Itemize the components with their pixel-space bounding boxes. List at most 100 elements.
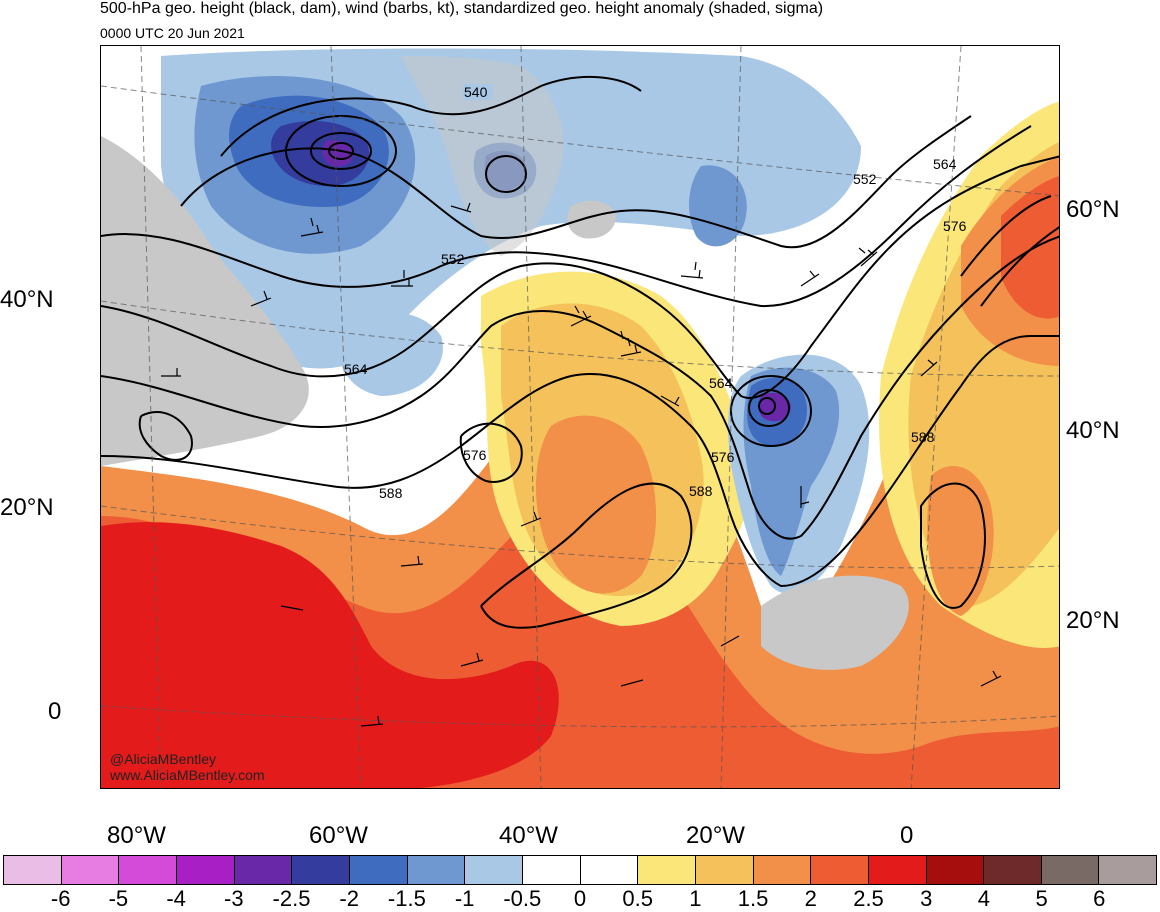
wind-barb xyxy=(520,511,542,527)
colorbar-box xyxy=(926,856,985,884)
lat-label-right-20n: 20°N xyxy=(1066,607,1120,634)
colorbar-tick-label: -2.5 xyxy=(272,886,311,911)
contour-label: 588 xyxy=(379,485,403,501)
contour-576-b xyxy=(459,422,523,483)
colorbar-box xyxy=(1099,856,1157,884)
colorbar-tick-label: -2 xyxy=(339,886,359,911)
colorbar-box xyxy=(695,856,754,884)
colorbar-tick-label: -5 xyxy=(108,886,129,911)
watermark-website: www.AliciaMBentley.com xyxy=(110,767,265,783)
labrador-blue xyxy=(338,312,443,396)
parallel-20n xyxy=(101,505,1059,569)
wind-barb xyxy=(400,555,424,567)
contour-564-a xyxy=(101,155,1059,399)
colorbar-box xyxy=(61,856,120,884)
lon-label-60w: 60°W xyxy=(309,822,368,849)
meridian-40w xyxy=(520,46,542,788)
valid-time: 0000 UTC 20 Jun 2021 xyxy=(100,25,245,41)
europe-ridge-deep xyxy=(1001,176,1059,319)
colorbar-tick-label: 0.5 xyxy=(622,886,653,911)
contour-label: 576 xyxy=(943,218,967,234)
contour-576-a xyxy=(101,235,1059,540)
colorbar-box xyxy=(407,856,466,884)
wind-barb xyxy=(620,679,644,687)
colorbar-box xyxy=(176,856,235,884)
contour-552-a xyxy=(180,115,972,249)
colorbar-tick-label: 5 xyxy=(1035,886,1048,911)
contour-europe-b xyxy=(980,226,1059,307)
contour-588-c xyxy=(920,482,986,609)
wind-barb xyxy=(800,270,820,287)
colorbar-tick-label: -0.5 xyxy=(503,886,542,911)
colorbar-box xyxy=(1041,856,1100,884)
wind-barb xyxy=(250,290,272,307)
colorbar-box xyxy=(465,856,523,884)
wind-barb xyxy=(858,247,878,267)
map-panel: 540 552 552 564 564 564 576 576 576 588 … xyxy=(100,45,1060,789)
wind-barbs xyxy=(161,202,1002,727)
colorbar-tick-label: 4 xyxy=(977,886,991,911)
contour-label: 576 xyxy=(711,449,735,465)
wind-barb xyxy=(280,605,304,611)
africa-land xyxy=(761,575,909,670)
wind-barb xyxy=(450,202,472,213)
parallel-0 xyxy=(101,705,1059,728)
colorbar-box xyxy=(349,856,408,884)
contour-label: 552 xyxy=(853,171,877,187)
colorbar-tick-label: -3 xyxy=(224,886,244,911)
anomaly-colorbar xyxy=(3,855,1157,885)
lon-label-0: 0 xyxy=(900,822,914,849)
wind-barb xyxy=(300,217,324,237)
meridian-20w xyxy=(720,46,742,788)
wind-barb xyxy=(980,670,1002,687)
colorbar-box xyxy=(753,856,812,884)
lat-label-left-40n: 40°N xyxy=(0,286,54,313)
contour-label: 588 xyxy=(911,429,935,445)
lat-label-left-0: 0 xyxy=(48,698,62,725)
label-bg xyxy=(463,84,493,100)
colorbar-tick-label: 2 xyxy=(804,886,817,911)
colorbar-box xyxy=(580,856,639,884)
low-contour-2 xyxy=(310,132,372,170)
meridian-0 xyxy=(910,46,962,788)
colorbar-box xyxy=(119,856,177,884)
colorbar-box xyxy=(638,856,696,884)
contour-540 xyxy=(220,76,642,157)
atlantic-ridge-red xyxy=(536,415,656,594)
contour-label: 588 xyxy=(689,483,713,499)
colorbar-tick-label: -6 xyxy=(50,886,71,911)
iceland-land xyxy=(567,200,616,239)
contour-label: 564 xyxy=(933,156,957,172)
colorbar-tick-label: 1 xyxy=(689,886,702,911)
lon-label-40w: 40°W xyxy=(499,822,558,849)
meridian-60w xyxy=(330,46,362,788)
map-graphic: 540 552 552 564 564 564 576 576 576 588 … xyxy=(101,46,1059,788)
wind-barb xyxy=(360,715,384,727)
height-contours xyxy=(101,76,1059,629)
north-america-land xyxy=(101,136,309,466)
wind-barb xyxy=(920,359,938,377)
extreme-anomaly-carib xyxy=(101,522,559,788)
watermark-handle: @AliciaMBentley xyxy=(110,751,217,767)
colorbar-tick-label: -1 xyxy=(454,886,475,911)
colorbar-tick-label: 2.5 xyxy=(853,886,884,911)
contour-564-b xyxy=(138,411,193,461)
colorbar-tick-label: 6 xyxy=(1093,886,1106,911)
low-contour-gl xyxy=(485,155,527,193)
colorbar-tick-label: 3 xyxy=(920,886,933,911)
colorbar-tick-label: 1.5 xyxy=(737,886,769,911)
contour-label-group: 540 552 552 564 564 564 576 576 576 588 … xyxy=(344,84,967,501)
contour-label: 564 xyxy=(344,361,368,377)
contour-label: 576 xyxy=(463,447,487,463)
colorbar-box xyxy=(522,856,581,884)
low-contour-1 xyxy=(285,115,397,187)
colorbar-box xyxy=(811,856,869,884)
colorbar-box xyxy=(234,856,293,884)
contour-label: 552 xyxy=(441,251,465,267)
cutoff-contour-2 xyxy=(748,389,790,427)
wind-barb xyxy=(800,486,810,508)
contour-label: 540 xyxy=(464,84,488,100)
contour-label: 564 xyxy=(709,375,733,391)
colorbar-box xyxy=(868,856,927,884)
wind-barb xyxy=(620,330,642,357)
